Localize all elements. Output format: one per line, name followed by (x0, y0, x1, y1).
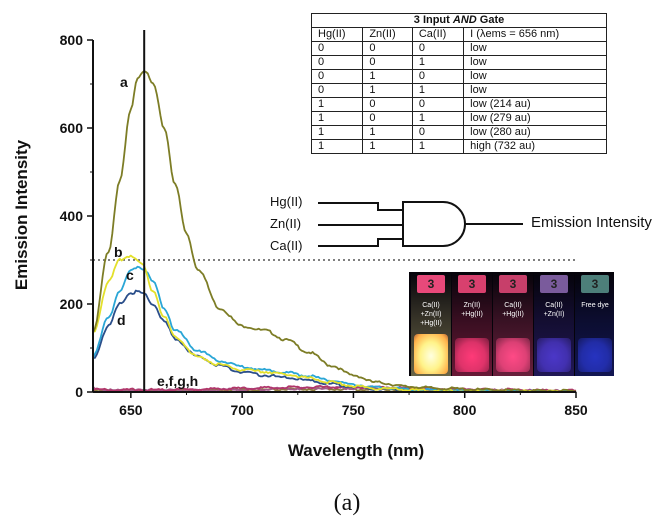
truth-table-row: 1 1 1 high (732 au) (310, 139, 607, 154)
truth-table-header-cell: Zn(II) (362, 27, 413, 42)
x-tick-label: 850 (564, 402, 588, 418)
truth-table-row: 0 1 0 low (310, 69, 607, 84)
vial-cap-number: 3 (417, 275, 445, 293)
vial-cap-number: 3 (458, 275, 486, 293)
truth-table-cell: low (463, 69, 607, 84)
series-line-a (92, 70, 577, 393)
truth-table-cell: 0 (310, 83, 364, 98)
vial-cap-number: 3 (499, 275, 527, 293)
truth-table-row: 0 0 1 low (310, 55, 607, 70)
truth-table-cell: 0 (362, 55, 413, 70)
y-tick-label: 200 (60, 296, 84, 312)
truth-table-cell: 0 (310, 55, 364, 70)
vial-label: Ca(II) +Zn(II) +Hg(II) (420, 302, 442, 327)
truth-table-title: 3 Input AND Gate (311, 13, 607, 28)
truth-table-cell: 0 (310, 41, 364, 56)
vial-photo-inset: 3 Ca(II) +Zn(II) +Hg(II) 3 Zn(II) +Hg(II) 3 C… (409, 272, 614, 376)
y-tick-label: 400 (60, 208, 84, 224)
truth-table-cell: low (280 au) (463, 125, 607, 140)
truth-table-cell: low (279 au) (463, 111, 607, 126)
vial-fluorescence-glow (455, 338, 489, 372)
vial: 3 Free dye (575, 272, 614, 376)
vial-fluorescence-glow (537, 338, 571, 372)
truth-table-header-cell: I (λems = 656 nm) (463, 27, 607, 42)
gate-input-label-hg: Hg(II) (270, 194, 303, 209)
vial: 3 Ca(II) +Zn(II) +Hg(II) (411, 272, 451, 376)
truth-table-cell: 1 (411, 83, 465, 98)
truth-table-cell: 1 (310, 139, 364, 154)
y-tick-label: 0 (75, 384, 83, 400)
gate-input-label-ca: Ca(II) (270, 238, 303, 253)
truth-table-body: 0 0 0 low 0 0 1 low 0 1 0 low 0 1 1 low 1 0 0 low (214 au) 1… (310, 41, 607, 154)
vial: 3 Zn(II) +Hg(II) (452, 272, 492, 376)
vial-label: Zn(II) +Hg(II) (461, 302, 483, 318)
y-tick-label: 800 (60, 32, 84, 48)
vial-label: Free dye (581, 302, 609, 309)
truth-table-cell: 0 (411, 69, 465, 84)
y-tick-label: 600 (60, 120, 84, 136)
series-label-d: d (117, 312, 126, 328)
logic-gate-diagram (318, 201, 523, 247)
vial: 3 Ca(II) +Zn(II) (534, 272, 574, 376)
vial-fluorescence-glow (496, 338, 530, 372)
truth-table-cell: low (214 au) (463, 97, 607, 112)
truth-table-cell: 0 (310, 69, 364, 84)
truth-table-cell: low (463, 83, 607, 98)
truth-table-cell: 0 (411, 41, 465, 56)
truth-table-cell: low (463, 55, 607, 70)
truth-table-row: 1 0 0 low (214 au) (310, 97, 607, 112)
vial-fluorescence-glow (578, 338, 612, 372)
truth-table-row: 0 1 1 low (310, 83, 607, 98)
vial: 3 Ca(II) +Hg(II) (493, 272, 533, 376)
x-tick-label: 750 (342, 402, 366, 418)
series-label-a: a (120, 74, 128, 90)
truth-table-row: 0 0 0 low (310, 41, 607, 56)
vial-cap-number: 3 (581, 275, 609, 293)
truth-table-cell: 0 (362, 97, 413, 112)
truth-table-cell: 1 (362, 69, 413, 84)
x-axis-title: Wavelength (nm) (288, 441, 424, 460)
truth-table-cell: 0 (362, 111, 413, 126)
truth-table-cell: 1 (310, 125, 364, 140)
gate-output-label: Emission Intensity (531, 214, 652, 231)
figure-caption: (a) (334, 490, 361, 516)
axes: 650 700 750 800 850 0 200 400 600 800 (60, 32, 588, 418)
truth-table: 3 Input AND Gate Hg(II) Zn(II) Ca(II) I … (310, 13, 607, 154)
truth-table-header-row: Hg(II) Zn(II) Ca(II) I (λems = 656 nm) (310, 27, 607, 42)
truth-table-cell: 1 (362, 83, 413, 98)
truth-table-row: 1 0 1 low (279 au) (310, 111, 607, 126)
and-gate-symbol (402, 201, 466, 247)
truth-table-cell: 1 (411, 111, 465, 126)
truth-table-cell: 0 (362, 41, 413, 56)
x-tick-label: 650 (119, 402, 143, 418)
series-label-c: c (126, 267, 134, 283)
truth-table-cell: 1 (310, 111, 364, 126)
gate-input-wire-ca (318, 238, 403, 247)
truth-table-header-cell: Ca(II) (411, 27, 465, 42)
truth-table-cell: low (463, 41, 607, 56)
truth-table-title-row: 3 Input AND Gate (311, 13, 607, 28)
truth-table-header-cell: Hg(II) (310, 27, 364, 42)
vial-label: Ca(II) +Hg(II) (502, 302, 524, 318)
truth-table-row: 1 1 0 low (280 au) (310, 125, 607, 140)
truth-table-cell: 0 (411, 125, 465, 140)
truth-table-cell: high (732 au) (463, 139, 607, 154)
truth-table-cell: 0 (411, 97, 465, 112)
gate-input-wire-hg (318, 202, 403, 211)
x-tick-label: 700 (230, 402, 254, 418)
vial-label: Ca(II) +Zn(II) (543, 302, 565, 318)
series-label-efgh: e,f,g,h (157, 373, 198, 389)
gate-input-label-zn: Zn(II) (270, 216, 302, 231)
truth-table-cell: 1 (411, 55, 465, 70)
y-axis-title: Emission Intensity (12, 139, 31, 290)
vial-cap-number: 3 (540, 275, 568, 293)
vial-fluorescence-glow (414, 334, 448, 374)
series-label-b: b (114, 244, 123, 260)
x-tick-label: 800 (453, 402, 477, 418)
truth-table-cell: 1 (362, 125, 413, 140)
truth-table-cell: 1 (310, 97, 364, 112)
truth-table-cell: 1 (411, 139, 465, 154)
truth-table-cell: 1 (362, 139, 413, 154)
